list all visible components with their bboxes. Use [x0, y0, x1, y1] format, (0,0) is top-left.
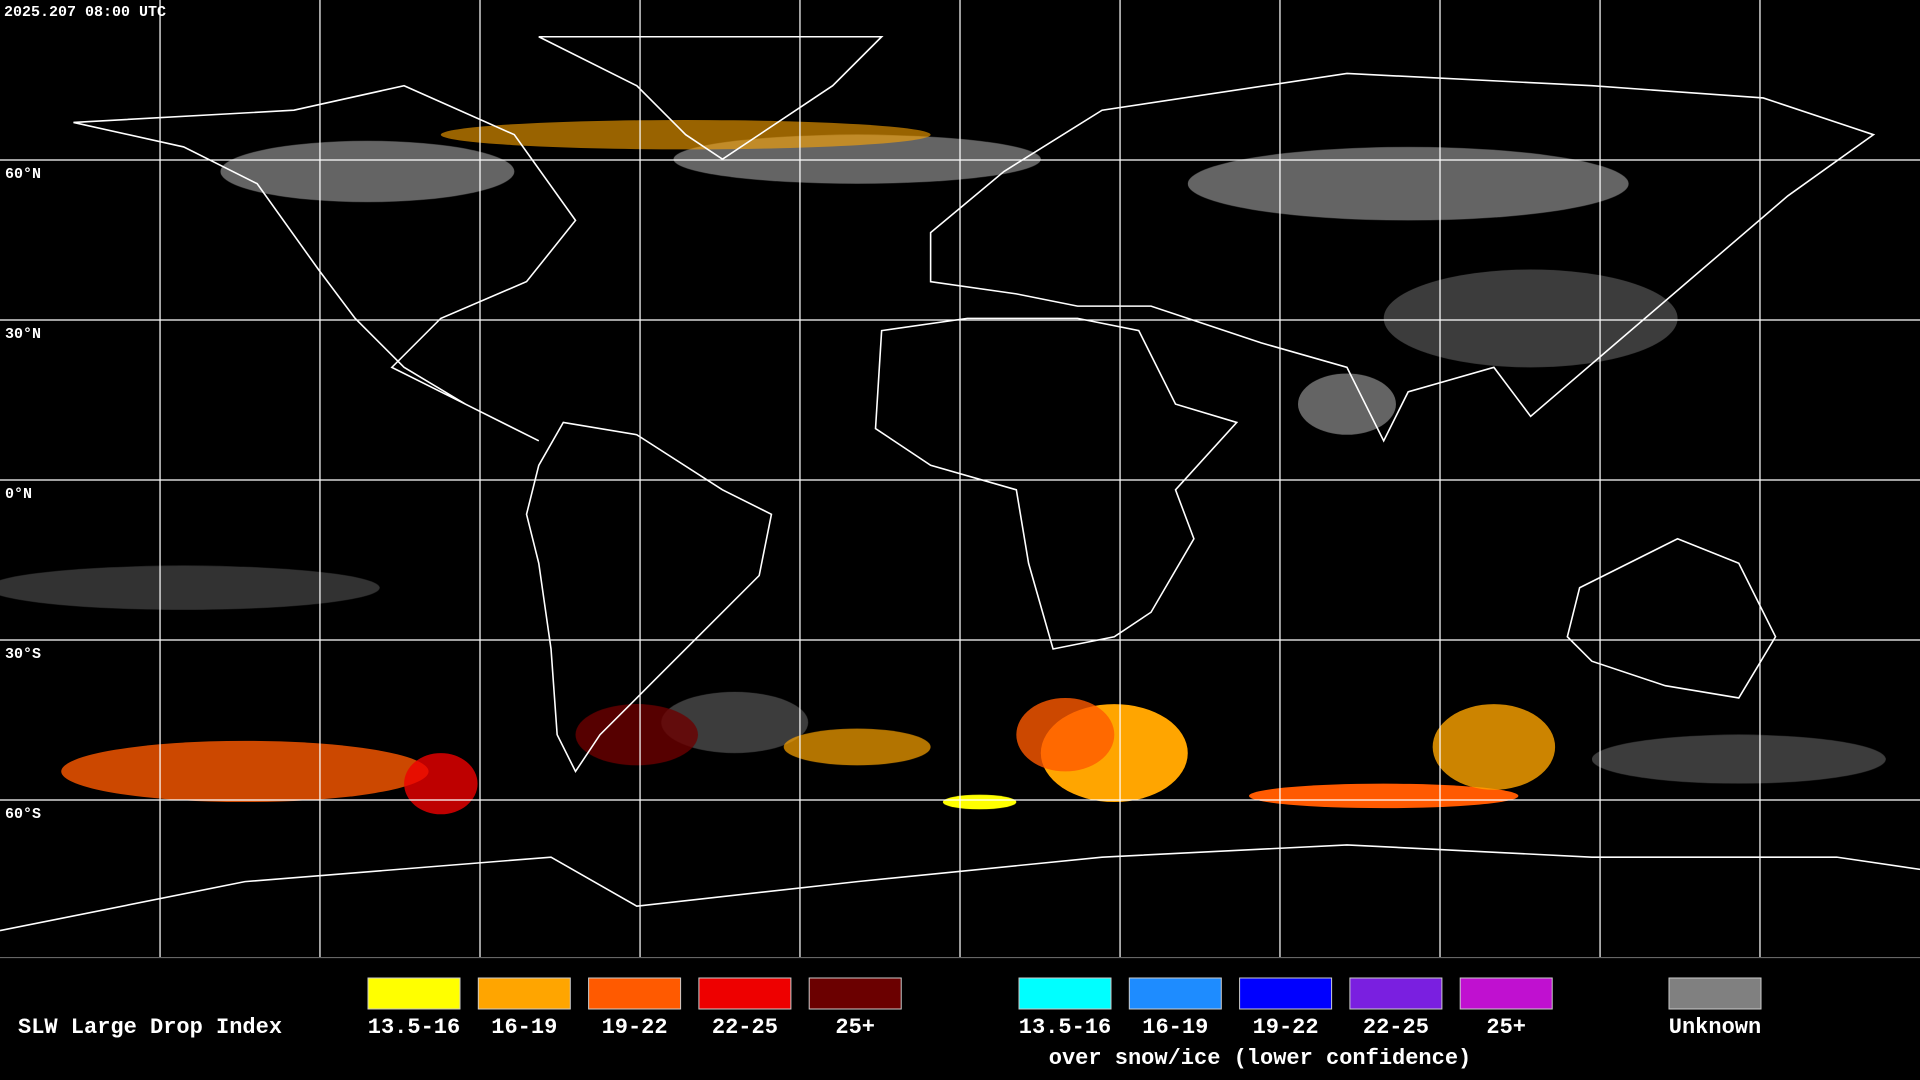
legend-label: 25+ — [835, 1015, 875, 1040]
latitude-label: 30°N — [5, 326, 41, 343]
legend-label: 22-25 — [1363, 1015, 1429, 1040]
legend-title: SLW Large Drop Index — [18, 1015, 282, 1040]
legend-caption: over snow/ice (lower confidence) — [1049, 1046, 1471, 1071]
legend-swatch — [1668, 977, 1762, 1010]
legend-swatch — [1018, 977, 1112, 1010]
coastlines — [0, 35, 1920, 932]
map-layer — [0, 0, 1920, 959]
legend-swatch — [1349, 977, 1443, 1010]
legend-label: 16-19 — [491, 1015, 557, 1040]
legend-label: Unknown — [1669, 1015, 1761, 1040]
legend-swatch — [367, 977, 461, 1010]
legend-swatch — [1239, 977, 1333, 1010]
legend-label: 19-22 — [1253, 1015, 1319, 1040]
legend-swatch — [808, 977, 902, 1010]
graticule — [0, 0, 1920, 959]
legend-swatch — [477, 977, 571, 1010]
legend-swatch — [1128, 977, 1222, 1010]
legend-swatch — [698, 977, 792, 1010]
legend-label: 25+ — [1486, 1015, 1526, 1040]
latitude-label: 30°S — [5, 646, 41, 663]
latitude-label: 0°N — [5, 486, 32, 503]
latitude-label: 60°S — [5, 806, 41, 823]
legend-label: 19-22 — [602, 1015, 668, 1040]
legend-swatch — [1459, 977, 1553, 1010]
slw-field — [61, 120, 1556, 815]
legend-label: 16-19 — [1142, 1015, 1208, 1040]
latitude-label: 60°N — [5, 166, 41, 183]
legend-label: 22-25 — [712, 1015, 778, 1040]
timestamp: 2025.207 08:00 UTC — [4, 4, 166, 21]
legend-swatch — [588, 977, 682, 1010]
legend-label: 13.5-16 — [368, 1015, 460, 1040]
legend-label: 13.5-16 — [1019, 1015, 1111, 1040]
